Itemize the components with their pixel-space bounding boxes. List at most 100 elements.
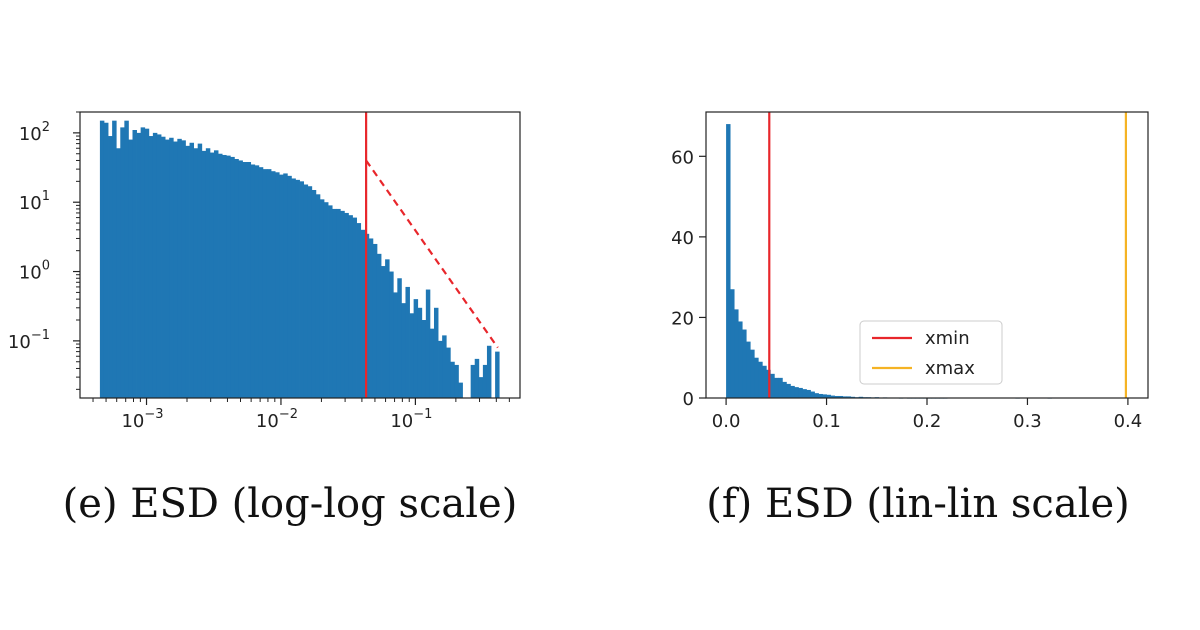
y-tick-label: 60 (671, 147, 694, 168)
panel-f-bars (726, 124, 1052, 399)
histogram-bar (201, 150, 207, 398)
panel-f-x-ticks: 0.0 0.1 0.2 0.3 0.4 (712, 398, 1142, 432)
histogram-bar (234, 158, 239, 398)
histogram-bar (726, 124, 731, 399)
histogram-bar (393, 292, 398, 398)
histogram-bar (197, 143, 203, 398)
histogram-bar (798, 387, 803, 398)
histogram-bar (258, 167, 264, 398)
histogram-bar (486, 345, 492, 398)
histogram-bar (782, 381, 787, 398)
histogram-bar (266, 169, 272, 398)
histogram-bar (458, 382, 463, 398)
histogram-bar (778, 377, 783, 398)
histogram-bar (132, 130, 137, 399)
histogram-bar (397, 278, 402, 398)
panel-f-caption: (f) ESD (lin-lin scale) (706, 481, 1130, 527)
histogram-bar (790, 385, 795, 398)
histogram-bar (730, 289, 735, 398)
histogram-bar (826, 394, 831, 398)
histogram-bar (238, 160, 243, 398)
histogram-bar (328, 205, 333, 398)
panel-f-y-ticks: 0 20 40 60 (671, 147, 706, 410)
histogram-bar (303, 184, 309, 398)
histogram-bar (336, 208, 341, 398)
histogram-bar (409, 313, 415, 398)
histogram-bar (254, 165, 260, 398)
histogram-bar (319, 199, 325, 398)
histogram-bar (185, 145, 190, 398)
y-tick-label: 102 (19, 120, 50, 145)
histogram-bar (754, 357, 759, 398)
histogram-bar (128, 139, 133, 398)
histogram-bar (376, 253, 382, 398)
histogram-bar (283, 173, 288, 398)
histogram-bar (810, 391, 815, 398)
histogram-bar (446, 347, 451, 398)
histogram-bar (794, 387, 799, 398)
histogram-bar (356, 223, 362, 398)
histogram-bar (124, 120, 129, 399)
histogram-bar (368, 238, 374, 398)
histogram-bar (242, 162, 247, 398)
histogram-bar (786, 383, 791, 398)
histogram-bar (742, 329, 747, 398)
histogram-bar (352, 217, 357, 398)
legend-xmin-label: xmin (925, 328, 970, 349)
histogram-bar (738, 321, 743, 398)
histogram-bar (222, 154, 227, 398)
histogram-bar (307, 186, 313, 398)
histogram-bar (442, 335, 447, 398)
histogram-bar (193, 148, 199, 398)
histogram-bar (858, 396, 864, 398)
histogram-bar (348, 215, 353, 398)
histogram-bar (144, 128, 150, 399)
histogram-bar (156, 134, 162, 398)
panel-e-axes-frame (79, 111, 521, 399)
y-tick-label: 100 (19, 259, 50, 284)
histogram-bar (103, 122, 109, 399)
histogram-bar (344, 212, 349, 398)
panel-e-bars (99, 120, 500, 399)
y-tick-label: 101 (19, 189, 50, 214)
histogram-bar (262, 169, 268, 398)
histogram-bar (450, 361, 455, 398)
histogram-bar (478, 377, 484, 398)
x-tick-label: 10−1 (390, 407, 432, 432)
histogram-bar (474, 358, 480, 398)
histogram-bar (140, 127, 146, 398)
histogram-bar (108, 136, 113, 398)
histogram-bar (421, 320, 427, 398)
histogram-bar (429, 328, 435, 398)
x-tick-label: 10−3 (121, 407, 163, 432)
histogram-bar (746, 341, 751, 398)
histogram-bar (425, 289, 431, 398)
histogram-bar (470, 364, 476, 398)
histogram-bar (323, 202, 329, 398)
panel-f-lin-lin: 0.0 0.1 0.2 0.3 0.4 0 20 40 60 xmin xmax (f) ES… (671, 111, 1149, 527)
x-tick-label: 0.4 (1114, 411, 1143, 432)
histogram-bar (189, 142, 195, 398)
histogram-bar (230, 156, 235, 398)
histogram-bar (213, 150, 219, 398)
histogram-bar (842, 396, 848, 398)
histogram-bar (165, 139, 170, 398)
histogram-bar (372, 243, 378, 398)
histogram-bar (287, 175, 292, 398)
histogram-bar (332, 208, 337, 398)
histogram-bar (822, 394, 827, 398)
histogram-bar (838, 395, 844, 398)
panel-e-log-log: 10−3 10−2 10−1 102 101 100 10−1 (e) ESD (log-… (8, 111, 521, 527)
histogram-bar (454, 364, 459, 398)
histogram-bar (218, 153, 223, 398)
histogram-bar (762, 365, 767, 398)
histogram-bar (405, 286, 410, 398)
panel-e-caption: (e) ESD (log-log scale) (63, 481, 518, 527)
histogram-bar (148, 136, 154, 398)
x-tick-label: 0.0 (712, 411, 741, 432)
histogram-bar (169, 137, 174, 398)
histogram-bar (389, 271, 394, 398)
histogram-bar (340, 210, 345, 398)
histogram-bar (275, 172, 280, 398)
